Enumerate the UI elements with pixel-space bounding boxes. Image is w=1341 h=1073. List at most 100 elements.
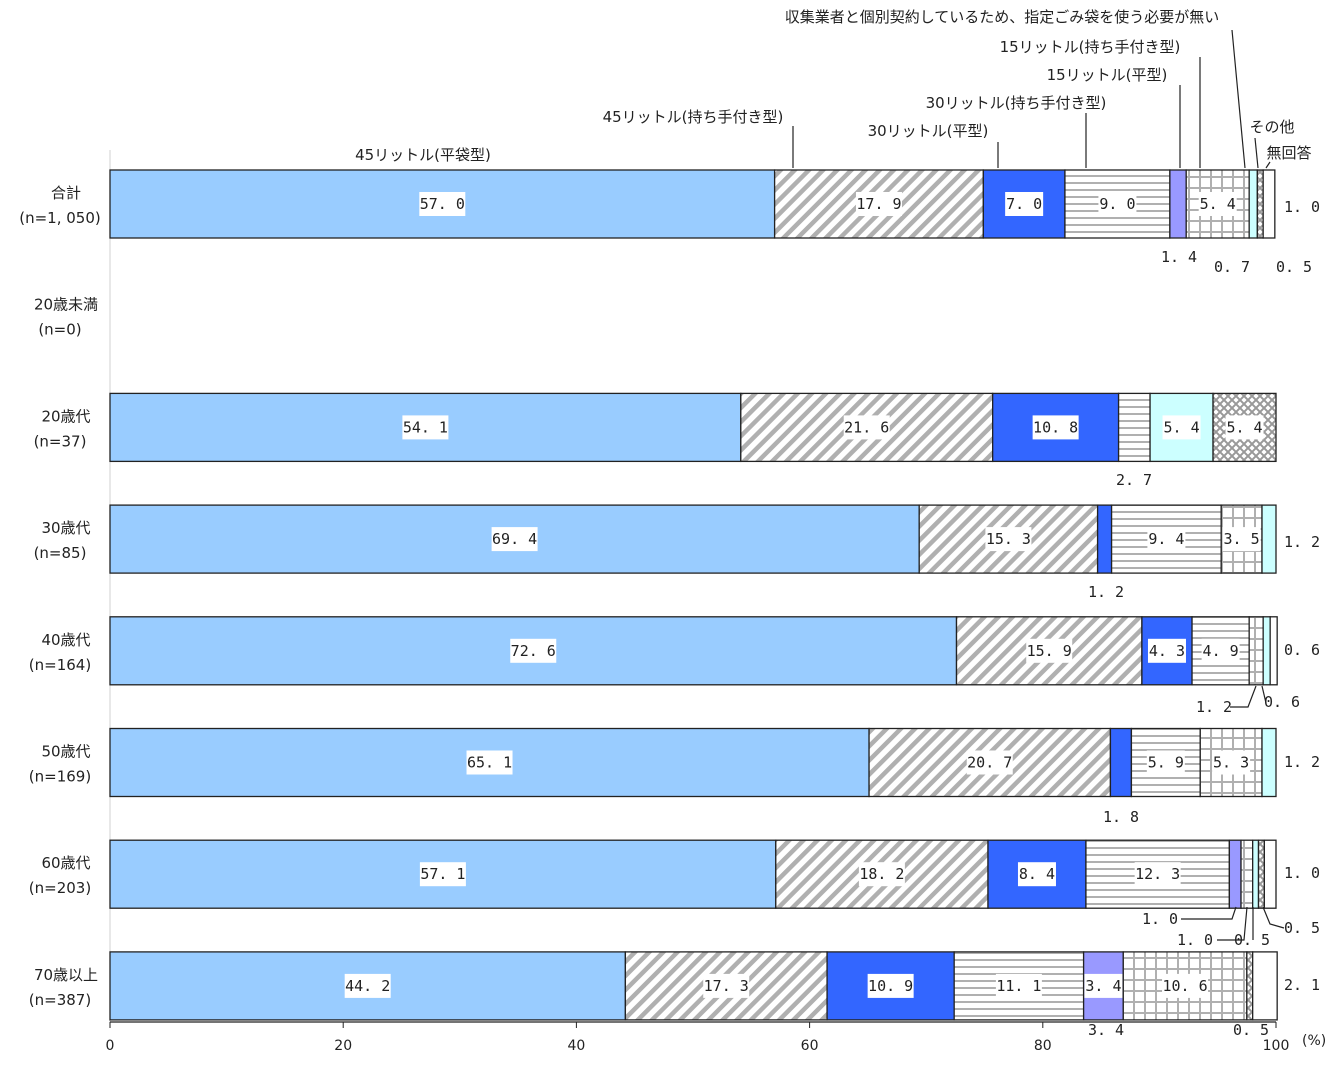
callout-value-label: 0. 7 xyxy=(1214,258,1250,276)
callout-value-label: 2. 7 xyxy=(1116,471,1152,489)
bar-value-box xyxy=(1005,192,1044,216)
category-label: 70歳以上 xyxy=(34,966,98,984)
bar-value-label: 9. 0 xyxy=(1099,195,1135,213)
category-n-label: (n=0) xyxy=(38,321,81,339)
bar-value-label: 17. 3 xyxy=(704,977,749,995)
bar-value-label: 5. 4 xyxy=(1200,195,1236,213)
bar-value-label: 72. 6 xyxy=(511,642,556,660)
bar-segment xyxy=(1169,169,1187,239)
bar-value-label: 5. 3 xyxy=(1213,754,1249,772)
bar-value-label: 4. 9 xyxy=(1203,642,1239,660)
bar-value-label: 12. 3 xyxy=(1135,865,1180,883)
bar-segment xyxy=(1252,839,1260,909)
callout-value-label: 0. 6 xyxy=(1284,641,1320,659)
bar-value-box xyxy=(1147,638,1186,663)
legend-entry-label: その他 xyxy=(1249,118,1294,136)
bar-value-label: 65. 1 xyxy=(467,754,512,772)
bar-value-label: 5. 4 xyxy=(1163,418,1199,436)
legend-entry-label: 収集業者と個別契約しているため、指定ごみ袋を使う必要が無い xyxy=(785,8,1220,26)
bar-segment xyxy=(1246,951,1254,1021)
bar-value-label: 7. 0 xyxy=(1006,195,1042,213)
bar-segment xyxy=(1261,727,1277,798)
bar-value-box xyxy=(510,638,557,663)
category-n-label: (n=1, 050) xyxy=(19,209,101,227)
bar-value-label: 57. 0 xyxy=(420,195,465,213)
bar-value-label: 21. 6 xyxy=(844,418,889,436)
bar-value-label: 54. 1 xyxy=(403,418,448,436)
bar-value-label: 11. 1 xyxy=(996,977,1041,995)
legend-entry-label: 15リットル(持ち手付き型) xyxy=(1000,38,1181,56)
bar-value-box xyxy=(402,415,449,440)
bar-segment xyxy=(1240,839,1254,909)
bar-segment xyxy=(1117,392,1151,463)
bar-value-label: 15. 9 xyxy=(1027,642,1072,660)
bar-value-label: 3. 4 xyxy=(1085,977,1121,995)
axis-group: 0 20 40 60 80 100 合計 (n=1, 050) 20歳未満 (n=0) 20歳代 (n… xyxy=(19,150,1289,1054)
bar-value-label: 10. 6 xyxy=(1162,977,1207,995)
callout-leader xyxy=(1181,906,1237,920)
bar-value-box xyxy=(419,192,466,216)
x-tick-label: 40 xyxy=(567,1038,585,1054)
category-label: 20歳未満 xyxy=(34,296,98,314)
bar-value-box xyxy=(1162,973,1209,998)
legend-entry-label: 45リットル(持ち手付き型) xyxy=(603,108,784,126)
category-n-label: (n=37) xyxy=(34,432,87,450)
callout-value-label: 1. 8 xyxy=(1103,808,1139,826)
bar-segment xyxy=(1109,727,1133,798)
legend-leader xyxy=(1254,137,1259,169)
callout-leader xyxy=(1261,685,1267,704)
bar-segment xyxy=(1269,616,1278,686)
bar-value-box xyxy=(491,527,538,552)
callout-value-label: 0. 5 xyxy=(1233,1021,1269,1039)
callout-value-label: 1. 0 xyxy=(1177,931,1213,949)
x-tick-label: 100 xyxy=(1263,1038,1290,1054)
bar-value-label: 69. 4 xyxy=(492,530,537,548)
bar-value-box xyxy=(985,527,1032,552)
callout-value-label: 1. 2 xyxy=(1088,583,1124,601)
bar-value-box xyxy=(855,192,902,216)
bar-value-box xyxy=(858,862,905,887)
bar-value-box xyxy=(1147,527,1186,552)
category-n-label: (n=169) xyxy=(29,768,91,786)
category-label: 合計 xyxy=(51,184,81,202)
legend-leader xyxy=(1231,29,1246,169)
legend-entry-label: 無回答 xyxy=(1266,144,1311,162)
bar-value-box xyxy=(1225,415,1264,440)
x-tick-label: 80 xyxy=(1034,1038,1052,1054)
bar-value-label: 4. 3 xyxy=(1149,642,1185,660)
legend-group: 45リットル(平袋型) 45リットル(持ち手付き型) 30リットル(平型) 30リット… xyxy=(355,8,1312,169)
legend-leader xyxy=(1265,161,1271,169)
legend-entry-label: 30リットル(平型) xyxy=(868,122,989,140)
unit-label: (%) xyxy=(1302,1033,1326,1049)
bar-segment xyxy=(1262,616,1271,686)
bar-value-box xyxy=(1032,415,1079,440)
bar-value-box xyxy=(1084,973,1123,998)
callout-value-label: 2. 1 xyxy=(1284,976,1320,994)
callout-value-label: 0. 5 xyxy=(1284,919,1320,937)
callout-value-label: 1. 0 xyxy=(1142,910,1178,928)
category-n-label: (n=203) xyxy=(29,879,91,897)
bar-value-label: 20. 7 xyxy=(967,754,1012,772)
x-tick-label: 0 xyxy=(106,1038,115,1054)
bar-segment xyxy=(1262,169,1276,239)
bar-segment xyxy=(1252,951,1278,1021)
bar-value-label: 44. 2 xyxy=(345,977,390,995)
bar-value-box xyxy=(1198,192,1237,216)
bar-segment xyxy=(1263,839,1277,909)
bar-value-label: 18. 2 xyxy=(859,865,904,883)
bar-value-label: 15. 3 xyxy=(986,530,1031,548)
bar-value-box xyxy=(1201,638,1240,663)
callout-value-label: 0. 5 xyxy=(1276,258,1312,276)
bar-segment xyxy=(1248,616,1264,686)
bar-value-label: 3. 5 xyxy=(1224,530,1260,548)
x-tick-label: 20 xyxy=(334,1038,352,1054)
category-n-label: (n=85) xyxy=(34,544,87,562)
callout-value-label: 1. 4 xyxy=(1161,248,1197,266)
bar-value-label: 57. 1 xyxy=(420,865,465,883)
bars-group: 57. 0 17. 9 7. 0 9. 0 5. 4 54. 1 21. 6 10. 8 5. … xyxy=(109,169,1278,1021)
bar-value-box xyxy=(867,973,914,998)
category-n-label: (n=387) xyxy=(29,991,91,1009)
bar-segment xyxy=(1228,839,1242,909)
callout-value-label: 1. 0 xyxy=(1284,198,1320,216)
